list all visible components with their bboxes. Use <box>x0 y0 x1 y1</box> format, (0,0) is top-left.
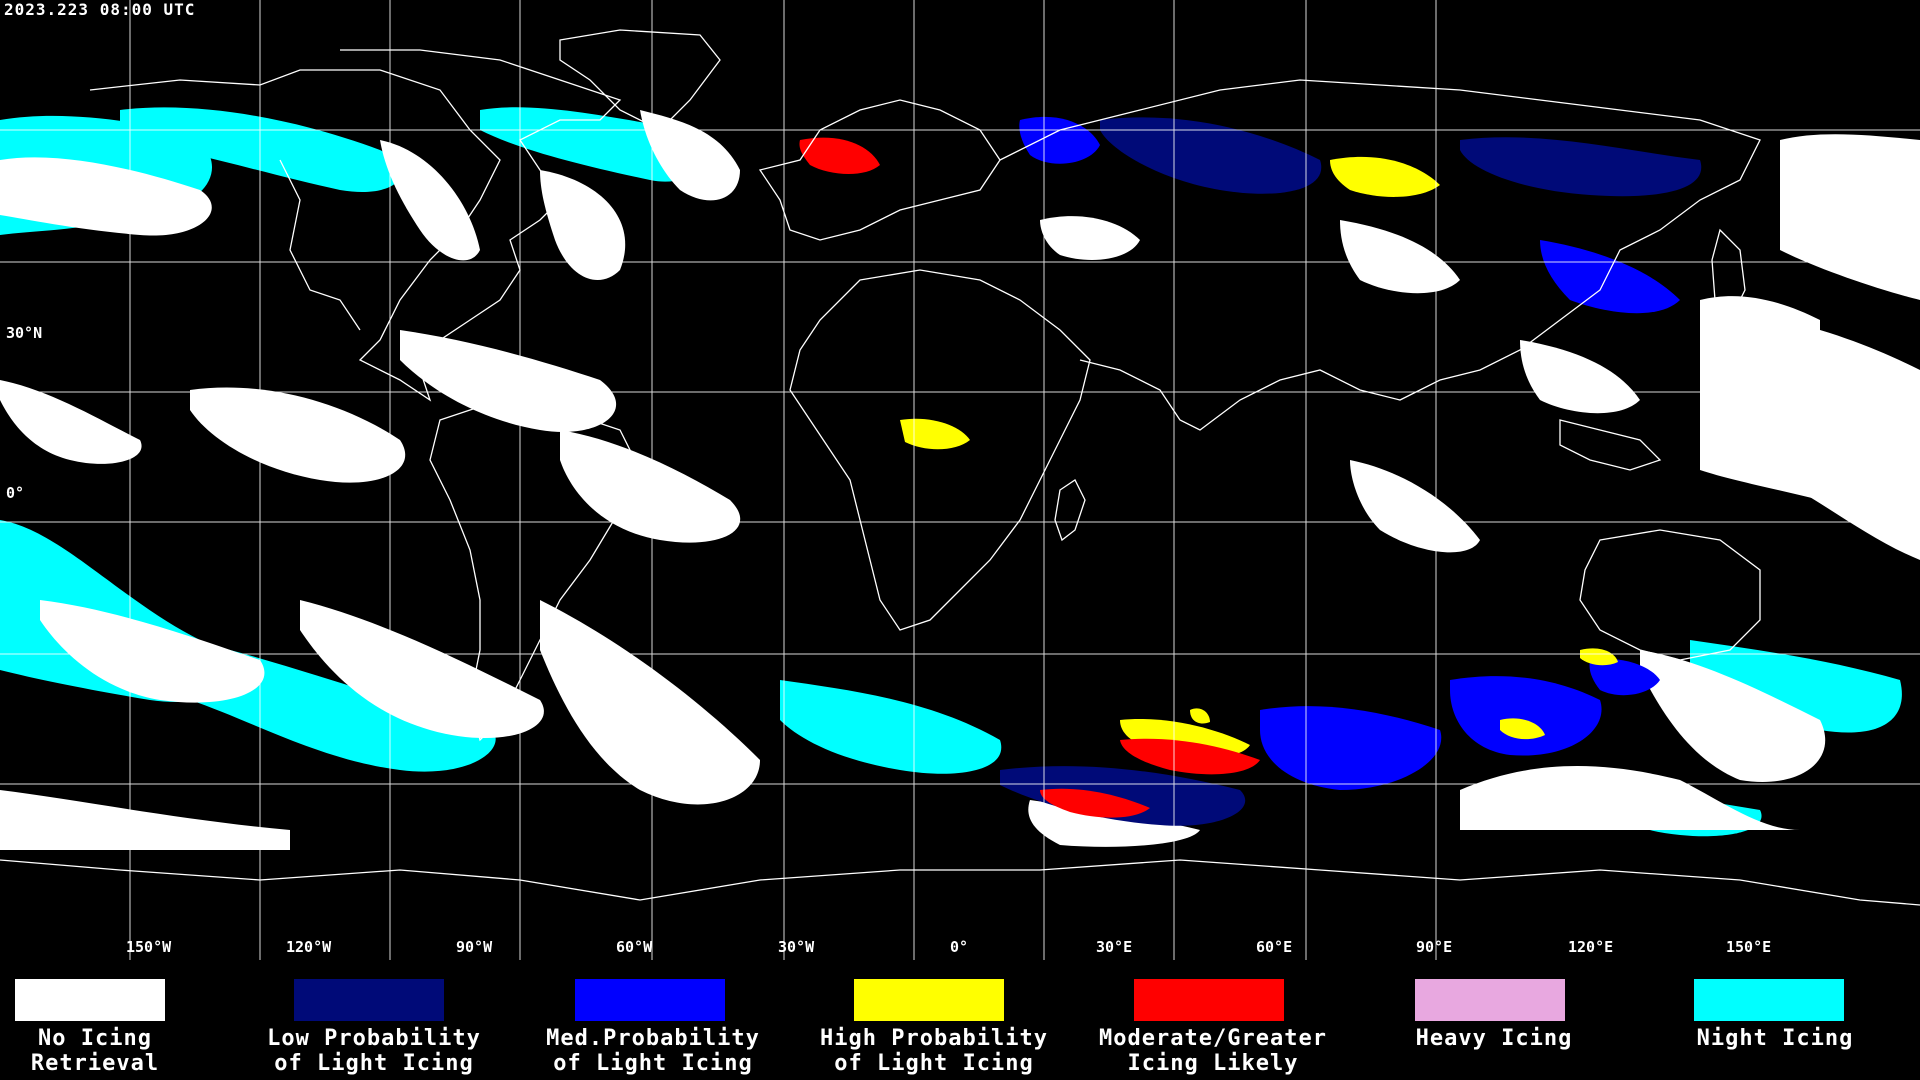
high-probability-layer <box>900 156 1618 758</box>
lon-label-30e: 30°E <box>1096 938 1133 956</box>
lon-label-60e: 60°E <box>1256 938 1293 956</box>
legend-label-low-probability: Low Probability of Light Icing <box>267 1026 481 1076</box>
lon-label-0: 0° <box>950 938 969 956</box>
lon-label-60w: 60°W <box>616 938 653 956</box>
med-probability-layer <box>1019 116 1680 790</box>
legend-label-high-probability: High Probability of Light Icing <box>820 1026 1048 1076</box>
lon-label-150w: 150°W <box>126 938 172 956</box>
timestamp-label: 2023.223 08:00 UTC <box>4 0 196 19</box>
lon-label-120e: 120°E <box>1568 938 1614 956</box>
lon-label-90e: 90°E <box>1416 938 1453 956</box>
legend-swatch-med-probability <box>575 979 725 1021</box>
legend-label-no-icing: No Icing Retrieval <box>30 1026 160 1076</box>
legend-swatch-high-probability <box>854 979 1004 1021</box>
lon-label-90w: 90°W <box>456 938 493 956</box>
legend-swatch-low-probability <box>294 979 444 1021</box>
legend-swatch-heavy-icing <box>1415 979 1565 1021</box>
icing-map: 2023.223 08:00 UTC 60°N 30°N 0° 60° 150°… <box>0 0 1920 960</box>
legend-item-night-icing: Night Icing <box>1635 960 1915 1080</box>
legend-label-night-icing: Night Icing <box>1696 1026 1854 1051</box>
lat-label-0: 0° <box>6 484 25 502</box>
legend-swatch-night-icing <box>1694 979 1844 1021</box>
no-icing-layer <box>0 110 1920 850</box>
map-canvas <box>0 0 1920 960</box>
lon-label-120w: 120°W <box>286 938 332 956</box>
graticule <box>0 0 1920 960</box>
legend-label-med-probability: Med.Probability of Light Icing <box>546 1026 760 1076</box>
legend-item-moderate-icing: Moderate/Greater Icing Likely <box>1073 960 1353 1080</box>
legend-item-low-probability: Low Probability of Light Icing <box>234 960 514 1080</box>
coastlines <box>0 29 1920 906</box>
moderate-icing-layer <box>799 137 1260 818</box>
low-probability-layer <box>1000 117 1702 826</box>
lon-label-30w: 30°W <box>778 938 815 956</box>
legend-label-heavy-icing: Heavy Icing <box>1415 1026 1573 1051</box>
legend-item-high-probability: High Probability of Light Icing <box>794 960 1074 1080</box>
legend-item-no-icing: No Icing Retrieval <box>0 960 235 1080</box>
legend-label-moderate-icing: Moderate/Greater Icing Likely <box>1099 1026 1327 1076</box>
legend-swatch-moderate-icing <box>1134 979 1284 1021</box>
lon-label-150e: 150°E <box>1726 938 1772 956</box>
legend-item-heavy-icing: Heavy Icing <box>1354 960 1634 1080</box>
night-icing-layer <box>0 107 1902 837</box>
lat-label-60s: 60° <box>6 806 34 824</box>
lat-label-30n: 30°N <box>6 324 43 342</box>
legend-swatch-no-icing <box>15 979 165 1021</box>
legend-item-med-probability: Med.Probability of Light Icing <box>513 960 793 1080</box>
lat-label-60n: 60°N <box>6 166 43 184</box>
legend: No Icing Retrieval Low Probability of Ligh… <box>0 960 1920 1080</box>
